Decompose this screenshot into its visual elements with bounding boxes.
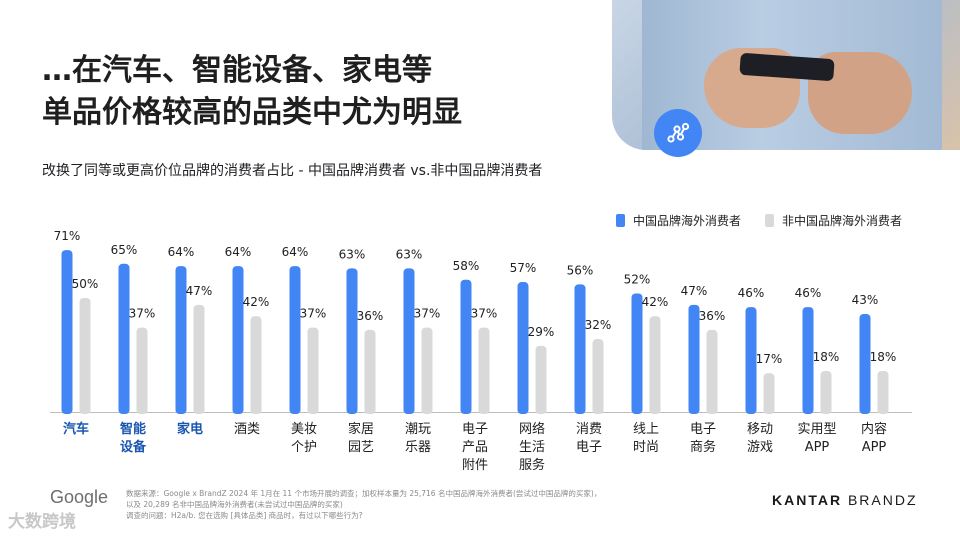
bar-non-china bbox=[307, 327, 319, 414]
data-label-non-china: 42% bbox=[243, 295, 270, 309]
data-label-non-china: 36% bbox=[699, 309, 726, 323]
bar-non-china bbox=[136, 327, 148, 414]
bar-non-china bbox=[193, 304, 205, 414]
page-title: …在汽车、智能设备、家电等 单品价格较高的品类中尤为明显 bbox=[42, 50, 602, 134]
bar-china bbox=[289, 266, 301, 414]
category-label: 实用型 APP bbox=[797, 422, 836, 455]
category-label: 网络生活服务 bbox=[519, 421, 545, 473]
bar-china bbox=[460, 279, 472, 414]
google-logo: Google bbox=[50, 487, 109, 507]
bar-non-china bbox=[706, 329, 718, 414]
category-label: 家电 bbox=[177, 421, 203, 437]
bar-non-china bbox=[250, 316, 262, 414]
data-label-non-china: 18% bbox=[813, 350, 840, 364]
bar-non-china bbox=[592, 339, 604, 414]
kantar-brandz-logo: KANTAR BRANDZ bbox=[772, 492, 918, 508]
data-label-china: 58% bbox=[453, 259, 480, 273]
data-label-non-china: 18% bbox=[870, 350, 897, 364]
bar-non-china bbox=[79, 298, 91, 414]
data-label-non-china: 37% bbox=[414, 307, 441, 321]
category-label: 智能设备 bbox=[120, 421, 147, 455]
legend-swatch-china bbox=[616, 214, 625, 227]
bar-non-china bbox=[649, 316, 661, 414]
bar-china bbox=[517, 282, 529, 414]
data-label-non-china: 37% bbox=[129, 307, 156, 321]
kantar-logo-bold: KANTAR bbox=[772, 492, 843, 508]
data-label-non-china: 36% bbox=[357, 309, 384, 323]
title-line-1: …在汽车、智能设备、家电等 bbox=[42, 53, 432, 88]
bar-non-china bbox=[820, 370, 832, 414]
bar-china bbox=[61, 250, 73, 414]
footnote-line-2: 以及 20,289 名非中国品牌海外消费者(未尝试过中国品牌的买家) bbox=[126, 500, 343, 509]
legend-swatch-non-china bbox=[765, 214, 774, 227]
chart-title: 改换了同等或更高价位品牌的消费者占比 - 中国品牌消费者 vs.非中国品牌消费者 bbox=[42, 163, 543, 179]
data-label-china: 65% bbox=[111, 243, 138, 257]
legend-label-non-china: 非中国品牌海外消费者 bbox=[782, 214, 903, 228]
bar-non-china bbox=[763, 373, 775, 414]
bar-non-china bbox=[535, 345, 547, 414]
data-label-china: 56% bbox=[567, 263, 594, 277]
data-label-china: 43% bbox=[852, 293, 879, 307]
category-label: 电子商务 bbox=[690, 422, 716, 455]
bar-china bbox=[745, 307, 757, 414]
bar-china bbox=[118, 263, 130, 414]
category-label: 美妆个护 bbox=[291, 422, 317, 455]
data-label-china: 64% bbox=[168, 245, 195, 259]
legend-label-china: 中国品牌海外消费者 bbox=[633, 214, 742, 228]
data-label-china: 52% bbox=[624, 272, 651, 286]
bar-china bbox=[175, 266, 187, 414]
category-label: 家居园艺 bbox=[348, 421, 374, 455]
watermark: 大数跨境 bbox=[8, 512, 76, 532]
footnote-line-1: 数据来源：Google x BrandZ 2024 年 1月在 11 个市场开展… bbox=[126, 489, 602, 498]
hero-photo bbox=[612, 0, 960, 150]
data-label-non-china: 37% bbox=[300, 307, 327, 321]
data-label-china: 64% bbox=[225, 245, 252, 259]
data-label-china: 64% bbox=[282, 245, 309, 259]
data-label-non-china: 17% bbox=[756, 352, 783, 366]
bar-china bbox=[802, 307, 814, 414]
data-label-china: 63% bbox=[339, 247, 366, 261]
category-label: 汽车 bbox=[63, 421, 89, 437]
data-label-china: 46% bbox=[738, 286, 765, 300]
bar-china bbox=[574, 284, 586, 414]
bar-non-china bbox=[364, 329, 376, 414]
kantar-logo-light: BRANDZ bbox=[847, 492, 918, 508]
category-label: 潮玩乐器 bbox=[405, 422, 431, 455]
legend-item-non-china: 非中国品牌海外消费者 bbox=[765, 212, 902, 229]
data-label-non-china: 42% bbox=[642, 295, 669, 309]
title-line-2: 单品价格较高的品类中尤为明显 bbox=[42, 95, 462, 130]
category-label: 线上时尚 bbox=[633, 422, 659, 455]
bar-china bbox=[688, 304, 700, 414]
bar-non-china bbox=[877, 370, 889, 414]
bar-china bbox=[346, 268, 358, 414]
data-label-non-china: 50% bbox=[72, 277, 99, 291]
data-label-non-china: 32% bbox=[585, 318, 612, 332]
bar-china bbox=[631, 293, 643, 414]
bar-china bbox=[859, 313, 871, 414]
category-label: 移动游戏 bbox=[747, 422, 773, 455]
bar-non-china bbox=[478, 327, 490, 414]
category-label: 内容 APP bbox=[861, 421, 887, 455]
bar-non-china bbox=[421, 327, 433, 414]
data-label-china: 63% bbox=[396, 247, 423, 261]
share-nodes-icon bbox=[654, 109, 702, 157]
data-label-china: 71% bbox=[54, 229, 81, 243]
bar-china bbox=[403, 268, 415, 414]
category-label: 酒类 bbox=[234, 422, 260, 437]
data-label-china: 47% bbox=[681, 284, 708, 298]
footnote-line-3: 调查的问题：H2a/b. 您在选购 [具体品类] 商品时，有过以下哪些行为? bbox=[126, 511, 363, 520]
data-label-china: 57% bbox=[510, 261, 537, 275]
footnote: 数据来源：Google x BrandZ 2024 年 1月在 11 个市场开展… bbox=[126, 488, 696, 521]
category-label: 电子产品附件 bbox=[462, 422, 488, 473]
category-label: 消费电子 bbox=[576, 422, 602, 455]
data-label-china: 46% bbox=[795, 286, 822, 300]
data-label-non-china: 37% bbox=[471, 307, 498, 321]
legend-item-china: 中国品牌海外消费者 bbox=[616, 212, 741, 229]
bar-china bbox=[232, 266, 244, 414]
data-label-non-china: 29% bbox=[528, 325, 555, 339]
data-label-non-china: 47% bbox=[186, 284, 213, 298]
